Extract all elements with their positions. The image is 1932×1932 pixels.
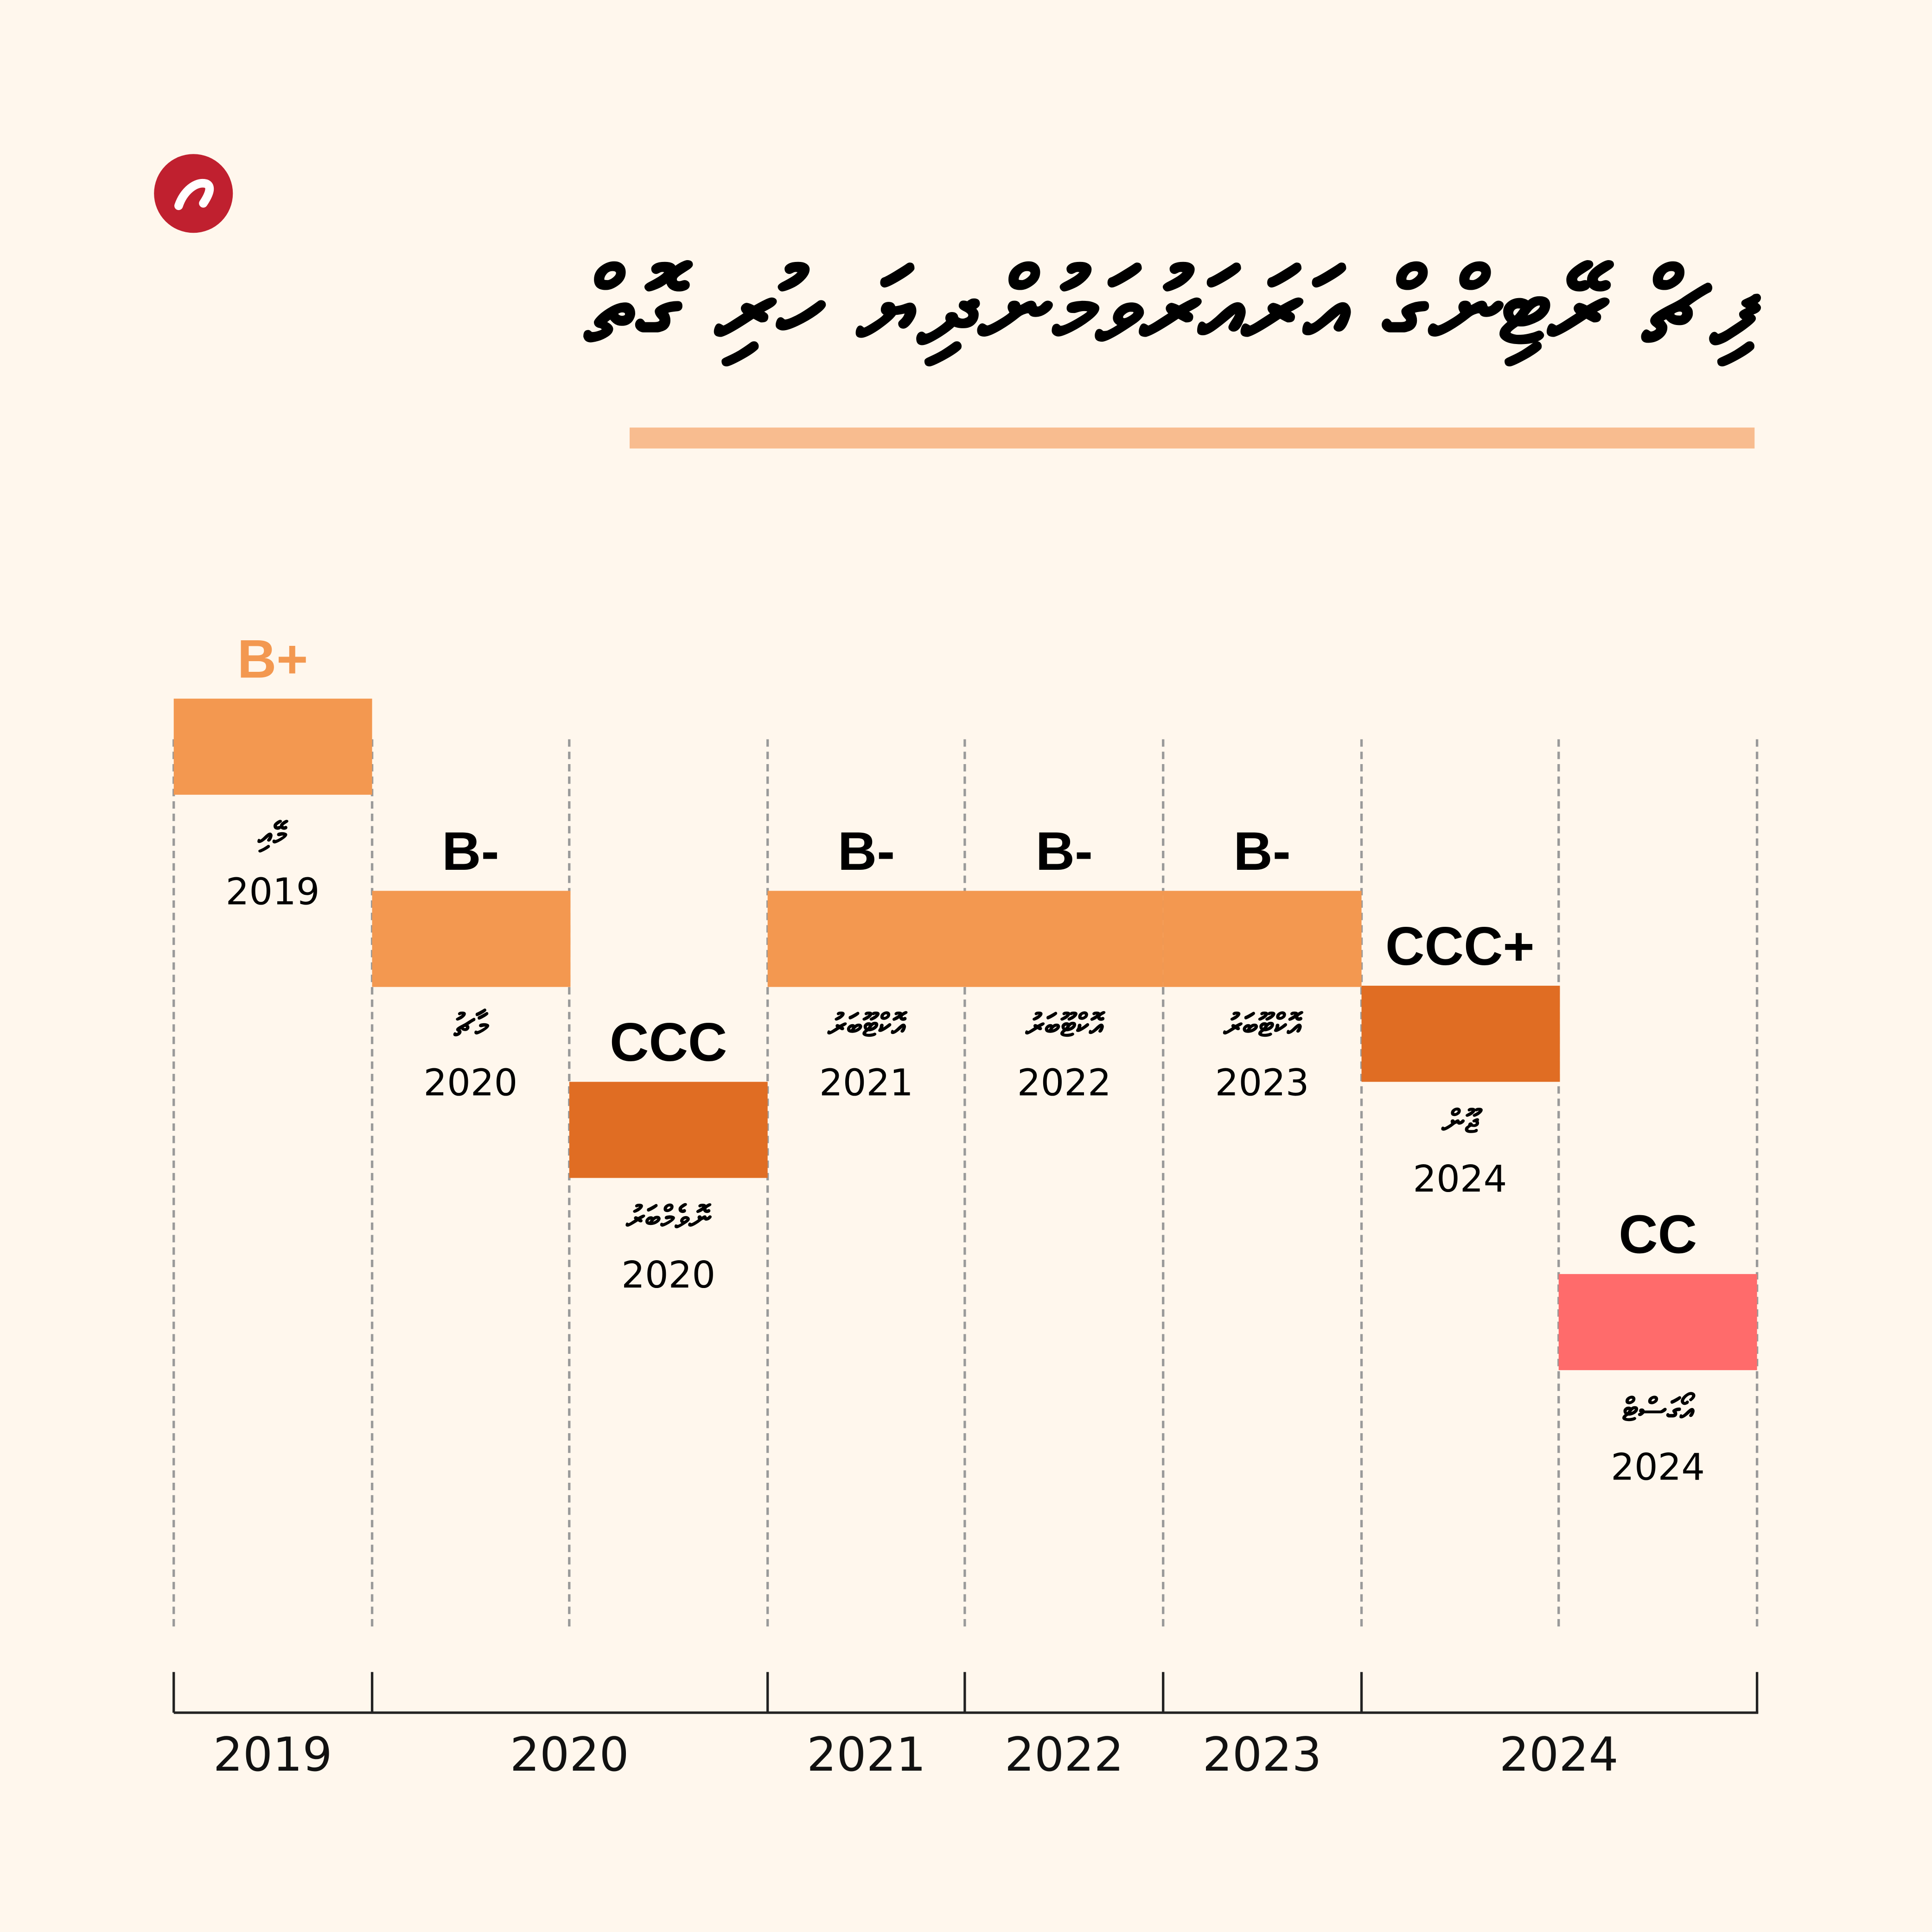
x-axis-line bbox=[173, 1711, 1759, 1714]
logo bbox=[154, 154, 233, 233]
month-label: މާޗު bbox=[453, 1008, 487, 1046]
bar-b-minus bbox=[371, 890, 570, 987]
rating-label: B- bbox=[837, 821, 895, 882]
axis-tick bbox=[964, 1672, 967, 1713]
month-label: ނޮވެމްބަރު bbox=[626, 1200, 711, 1237]
axis-tick bbox=[766, 1672, 769, 1713]
rating-label: CCC bbox=[610, 1013, 727, 1074]
year-label: 2024 bbox=[1413, 1158, 1507, 1202]
gridline bbox=[568, 739, 571, 1626]
bar-b-minusplus bbox=[173, 698, 372, 795]
year-label: 2022 bbox=[1017, 1062, 1111, 1106]
month-label: އޮކްޓޫބަރު bbox=[828, 1008, 905, 1046]
year-label: 2023 bbox=[1215, 1062, 1309, 1106]
bar-ccc-minusplus bbox=[1361, 986, 1560, 1083]
month-label: އޮކްޓޫބަރު bbox=[1224, 1008, 1301, 1046]
title-underline bbox=[629, 427, 1755, 449]
year-label: 2019 bbox=[225, 871, 320, 914]
rating-label: B- bbox=[442, 821, 499, 882]
gridline bbox=[1359, 739, 1363, 1626]
rating-label: B- bbox=[1233, 821, 1291, 882]
year-label: 2020 bbox=[423, 1062, 518, 1106]
gridline bbox=[370, 739, 373, 1626]
rating-label: CCC+ bbox=[1385, 917, 1535, 978]
gridline bbox=[1755, 739, 1758, 1626]
axis-tick bbox=[172, 1672, 175, 1713]
gridline bbox=[964, 739, 967, 1626]
x-axis-label: 2023 bbox=[1202, 1727, 1322, 1782]
year-label: 2024 bbox=[1611, 1446, 1705, 1489]
x-axis-label: 2020 bbox=[510, 1727, 629, 1782]
year-label: 2020 bbox=[621, 1254, 716, 1298]
rating-label: B- bbox=[1035, 821, 1093, 882]
axis-tick bbox=[1755, 1672, 1758, 1713]
x-axis-label: 2022 bbox=[1004, 1727, 1124, 1782]
gridline bbox=[766, 739, 769, 1626]
month-label: ޖޫން bbox=[1441, 1104, 1479, 1141]
bar-b-minus bbox=[767, 890, 966, 987]
gridline bbox=[1557, 739, 1560, 1626]
bar-b-minus bbox=[1163, 890, 1362, 987]
x-axis-label: 2024 bbox=[1499, 1727, 1619, 1782]
page-title: ފިޗް ރޭޓިންގް އަރައަރުވަމުންދިޔަ ހުރި ގޮ… bbox=[585, 246, 1755, 367]
year-label: 2021 bbox=[819, 1062, 913, 1106]
rating-label: CC bbox=[1619, 1205, 1697, 1265]
logo-mark-icon bbox=[174, 179, 214, 210]
axis-tick bbox=[1359, 1672, 1363, 1713]
bar-cc bbox=[1559, 1274, 1758, 1370]
month-label: އޮކްޓޫބަރު bbox=[1026, 1008, 1103, 1046]
rating-label: B+ bbox=[237, 629, 308, 690]
gridline bbox=[1162, 739, 1165, 1626]
x-axis-label: 2019 bbox=[213, 1727, 332, 1782]
axis-tick bbox=[370, 1672, 373, 1713]
month-label: އޯގަސްޓް bbox=[1622, 1391, 1694, 1429]
gridline bbox=[172, 739, 175, 1626]
x-axis-label: 2021 bbox=[806, 1727, 926, 1782]
axis-tick bbox=[1162, 1672, 1165, 1713]
bar-ccc bbox=[569, 1082, 768, 1179]
bar-b-minus bbox=[965, 890, 1164, 987]
month-label: މޭއި bbox=[258, 816, 287, 854]
